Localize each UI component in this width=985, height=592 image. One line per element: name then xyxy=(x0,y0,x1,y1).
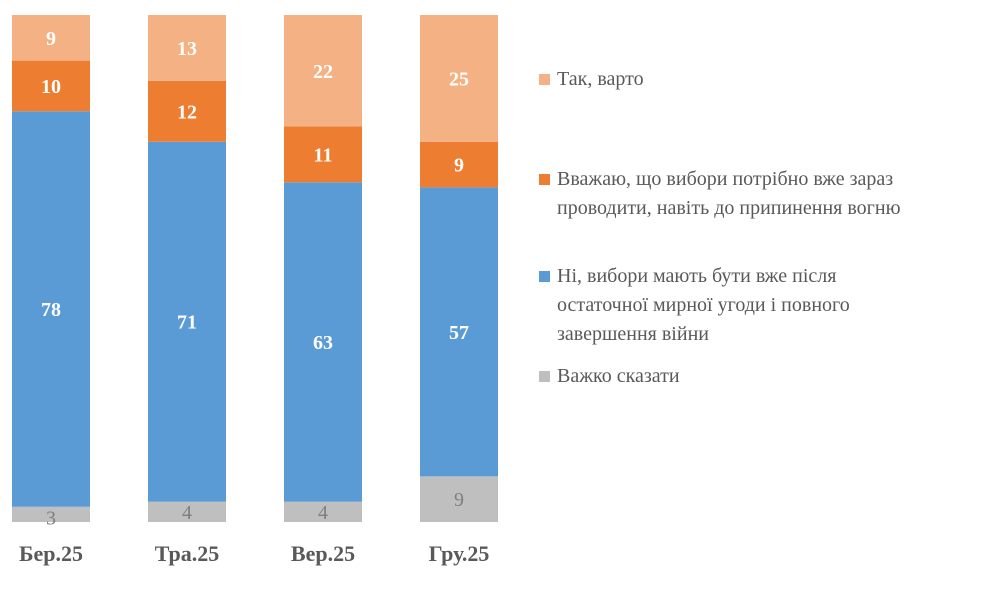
bar-segment xyxy=(284,182,362,502)
bar-segment xyxy=(420,187,498,477)
legend-swatch xyxy=(539,174,550,185)
data-label: 12 xyxy=(177,101,197,123)
legend-item-now: Вважаю, що вибори потрібно вже зараз про… xyxy=(539,165,979,223)
bar-segment xyxy=(420,15,498,142)
data-label: 78 xyxy=(41,299,61,321)
bar-segment xyxy=(148,15,226,81)
bar-segment xyxy=(284,501,362,522)
legend-swatch xyxy=(539,271,550,282)
data-label: 22 xyxy=(313,61,333,83)
data-label: 9 xyxy=(454,489,464,511)
data-label: 9 xyxy=(454,155,464,177)
legend-item-yes: Так, варто xyxy=(539,65,979,94)
legend-item-after-peace: Ні, вибори мають бути вже після остаточн… xyxy=(539,262,979,349)
data-label: 10 xyxy=(41,76,61,98)
bar-segment xyxy=(284,126,362,183)
data-label: 63 xyxy=(313,332,333,354)
category-label: Бер.25 xyxy=(19,541,83,566)
bar-segment xyxy=(284,15,362,127)
bar-segment xyxy=(12,111,90,507)
bar-segment xyxy=(420,141,498,188)
bar-segment xyxy=(12,15,90,61)
legend-label: Ні, вибори мають бути вже після xyxy=(557,265,837,287)
legend-label: проводити, навіть до припинення вогню xyxy=(557,197,901,219)
legend-item-hard-to-say: Важко сказати xyxy=(539,362,979,391)
legend-label: Так, варто xyxy=(557,68,644,90)
data-label: 11 xyxy=(314,144,333,166)
data-label: 4 xyxy=(182,502,192,524)
category-label: Гру.25 xyxy=(429,541,490,566)
data-label: 25 xyxy=(449,68,469,90)
legend-label: остаточної мирної угоди і повного xyxy=(557,294,850,316)
bar-segment xyxy=(148,501,226,522)
legend-swatch xyxy=(539,371,550,382)
legend-label: Вважаю, що вибори потрібно вже зараз xyxy=(557,168,894,190)
bar-segment xyxy=(420,476,498,522)
bar-segment xyxy=(12,60,90,112)
data-label: 4 xyxy=(318,502,328,524)
legend-label: завершення війни xyxy=(557,323,709,345)
bar-segment xyxy=(12,506,90,522)
bar-segment xyxy=(148,80,226,142)
category-label: Вер.25 xyxy=(291,541,355,566)
data-label: 71 xyxy=(177,312,197,334)
data-label: 9 xyxy=(46,28,56,50)
data-label: 3 xyxy=(46,507,56,529)
data-label: 57 xyxy=(449,322,469,344)
bar-segment xyxy=(148,141,226,502)
legend-label: Важко сказати xyxy=(557,365,680,387)
legend-swatch xyxy=(539,74,550,85)
data-label: 13 xyxy=(177,38,197,60)
category-label: Тра.25 xyxy=(155,541,220,566)
